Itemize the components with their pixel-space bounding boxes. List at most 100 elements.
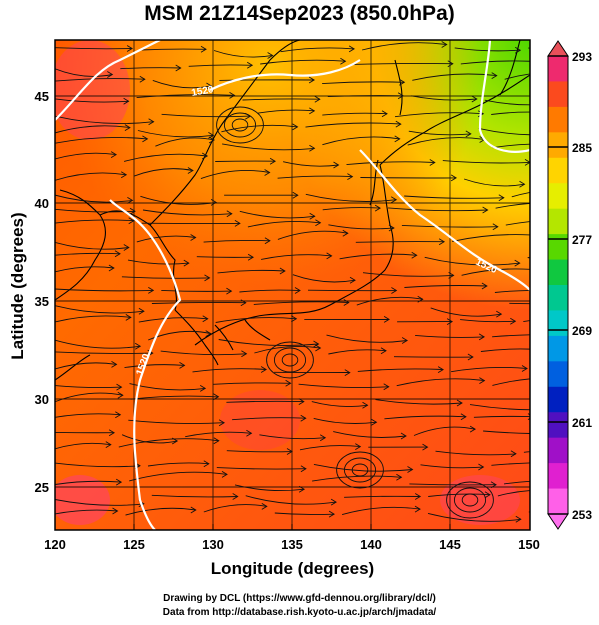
streamline (404, 195, 504, 199)
streamline-arrow (381, 110, 388, 118)
streamline (147, 462, 209, 467)
streamline-arrow (383, 316, 390, 323)
colorbar-segment (548, 106, 568, 133)
streamline-arrow (510, 450, 517, 458)
streamline (505, 221, 530, 226)
streamline-arrow (448, 272, 455, 279)
streamline-arrow (348, 45, 355, 53)
streamline (55, 208, 136, 213)
streamline-arrow (319, 434, 327, 442)
streamline (322, 112, 388, 116)
streamline (428, 493, 490, 497)
streamline-arrow (201, 152, 209, 160)
cool-region-north (55, 40, 530, 530)
streamline-arrow (446, 318, 453, 325)
streamline-arrow (226, 210, 233, 218)
streamline (411, 95, 477, 101)
streamline-arrow (190, 506, 197, 514)
x-axis-ticks (54, 524, 531, 530)
colorbar-segment (548, 437, 568, 464)
streamline (151, 302, 246, 304)
streamline (483, 430, 530, 434)
colorbar-label: 285 (572, 141, 592, 155)
streamline (127, 259, 189, 265)
streamline (138, 317, 208, 323)
vortex-streamline (453, 487, 487, 513)
streamline (322, 207, 381, 211)
streamline (234, 484, 305, 492)
streamline-arrow (343, 299, 350, 306)
streamline-arrow (400, 432, 407, 440)
streamline (327, 95, 404, 98)
streamline (305, 122, 401, 128)
streamline-arrow (535, 59, 540, 65)
streamline (361, 42, 447, 51)
vortex-streamline (351, 463, 369, 477)
streamline-arrow (240, 299, 247, 307)
colorbar-segment (548, 386, 568, 413)
streamline-arrow (328, 510, 335, 518)
streamline-arrow (394, 135, 401, 143)
streamline (346, 161, 435, 166)
streamline (407, 137, 485, 146)
streamline-arrow (579, 478, 584, 484)
streamline-arrow (246, 61, 254, 69)
streamline (55, 413, 121, 418)
streamline (55, 351, 153, 354)
streamline (55, 137, 148, 144)
streamline (55, 315, 131, 323)
streamline (203, 239, 270, 243)
streamline-arrow (294, 287, 301, 294)
streamline-arrow (414, 493, 422, 500)
streamline-arrow (538, 268, 543, 274)
x-tick-label: 125 (123, 537, 145, 552)
streamline-arrow (309, 212, 316, 220)
streamline (55, 442, 111, 450)
streamline-arrow (205, 330, 212, 337)
streamline (413, 426, 476, 436)
streamline (322, 81, 405, 85)
streamline-arrow (114, 250, 121, 258)
streamline-arrow (123, 244, 130, 251)
streamline-arrow (535, 347, 540, 353)
y-tick-label: 25 (35, 480, 49, 495)
streamline-arrow (469, 425, 476, 433)
colorbar-segment (548, 310, 568, 337)
streamline-arrow (291, 315, 298, 323)
streamline (55, 462, 141, 468)
streamline (277, 230, 348, 240)
streamline (277, 175, 353, 179)
streamline-arrow (221, 471, 228, 478)
colorbar-ticks (548, 55, 568, 515)
streamline (55, 172, 127, 181)
streamline (196, 256, 254, 258)
streamline (55, 152, 117, 160)
vortex-streamline (461, 493, 479, 507)
streamline (55, 362, 117, 370)
streamline-arrow (246, 429, 253, 437)
streamline-arrow (226, 287, 233, 295)
colorbar-segment (548, 132, 568, 159)
streamline (55, 305, 144, 314)
streamline (503, 480, 530, 485)
streamline (136, 94, 235, 99)
streamline (388, 207, 488, 212)
streamline-arrow (298, 398, 305, 405)
streamline-arrow (199, 385, 207, 392)
streamline-arrow (330, 498, 337, 506)
streamline (55, 115, 154, 125)
streamline-arrow (519, 180, 526, 188)
streamline-arrow (315, 219, 322, 227)
streamline (55, 125, 130, 134)
streamline (185, 431, 252, 438)
colorbar-top-arrow (547, 40, 569, 57)
colorbar-segment (548, 488, 568, 515)
streamline (213, 382, 291, 385)
streamline (161, 289, 232, 292)
streamline-arrow (344, 369, 351, 376)
colorbar-segment (548, 259, 568, 286)
streamline (491, 111, 530, 115)
streamline (134, 168, 193, 177)
warm-patch (55, 475, 110, 525)
streamline-arrow (124, 124, 131, 131)
